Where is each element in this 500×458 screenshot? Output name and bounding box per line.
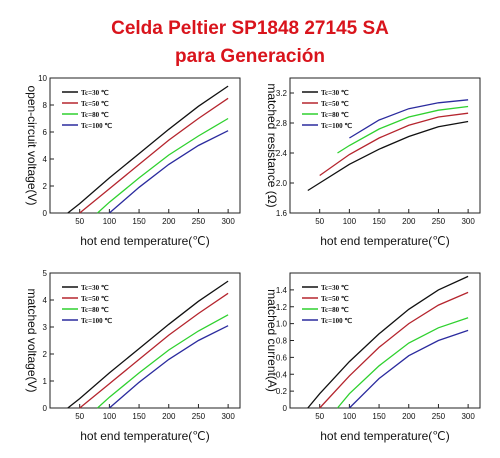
x-tick-label: 150 bbox=[372, 412, 386, 421]
x-tick-label: 250 bbox=[192, 217, 206, 226]
series-line-2 bbox=[319, 291, 469, 409]
legend-label: Tc=50 ℃ bbox=[81, 295, 109, 303]
y-tick-label: 4 bbox=[43, 296, 48, 305]
x-axis-label: hot end temperature(℃) bbox=[320, 429, 450, 443]
x-tick-label: 50 bbox=[315, 217, 324, 226]
y-tick-label: 3 bbox=[43, 323, 48, 332]
y-tick-label: 3.2 bbox=[276, 89, 288, 98]
legend-label: Tc=100 ℃ bbox=[81, 122, 112, 130]
y-axis-label: matched current(A) bbox=[265, 289, 279, 392]
y-tick-label: 0 bbox=[43, 209, 48, 218]
series-line-2 bbox=[79, 97, 229, 214]
y-tick-label: 2 bbox=[43, 182, 48, 191]
y-tick-label: 10 bbox=[38, 74, 47, 83]
series-line-3 bbox=[337, 105, 469, 154]
y-tick-label: 1.0 bbox=[276, 320, 288, 329]
legend-label: Tc=30 ℃ bbox=[81, 89, 109, 97]
x-tick-label: 150 bbox=[132, 412, 146, 421]
y-axis-label: matched resistance (Ω) bbox=[265, 83, 279, 207]
series-line-2 bbox=[319, 112, 469, 177]
y-tick-label: 0.2 bbox=[276, 387, 288, 396]
x-tick-label: 50 bbox=[75, 217, 84, 226]
series-line-1 bbox=[67, 85, 229, 214]
y-tick-label: 6 bbox=[43, 128, 48, 137]
series-line-4 bbox=[108, 325, 229, 409]
x-tick-label: 50 bbox=[75, 412, 84, 421]
legend-label: Tc=100 ℃ bbox=[81, 317, 112, 325]
y-tick-label: 4 bbox=[43, 155, 48, 164]
legend-label: Tc=50 ℃ bbox=[321, 295, 349, 303]
y-tick-label: 1 bbox=[43, 377, 48, 386]
x-tick-label: 200 bbox=[402, 217, 416, 226]
series-line-4 bbox=[348, 329, 469, 409]
series-line-3 bbox=[97, 314, 229, 409]
x-tick-label: 300 bbox=[221, 217, 235, 226]
legend-label: Tc=80 ℃ bbox=[321, 111, 349, 119]
y-tick-label: 8 bbox=[43, 101, 48, 110]
chart-open-circuit-voltage: 50 100 150 200 250 300 0 2 4 6 8 10 Tc=30 ℃ Tc=50 ℃ Tc… bbox=[25, 74, 241, 248]
x-axis-label: hot end temperature(℃) bbox=[80, 429, 210, 443]
y-tick-label: 0.4 bbox=[276, 370, 288, 379]
x-tick-label: 100 bbox=[343, 217, 357, 226]
series-line-4 bbox=[108, 130, 229, 214]
legend-label: Tc=30 ℃ bbox=[321, 89, 349, 97]
y-tick-label: 5 bbox=[43, 269, 48, 278]
x-tick-label: 300 bbox=[461, 217, 475, 226]
y-tick-label: 0.8 bbox=[276, 337, 288, 346]
series-line-3 bbox=[97, 117, 229, 214]
chart-matched-current: 50 100 150 200 250 300 0 0.2 0.4 0.6 0.8 1.0 1.2 1.4 T… bbox=[265, 272, 481, 443]
x-axis-label: hot end temperature(℃) bbox=[320, 234, 450, 248]
y-tick-label: 2 bbox=[43, 350, 48, 359]
y-axis-label: matched voltage(V) bbox=[25, 288, 39, 392]
x-tick-label: 300 bbox=[221, 412, 235, 421]
x-tick-label: 100 bbox=[343, 412, 357, 421]
series-line-2 bbox=[79, 292, 229, 409]
legend-label: Tc=100 ℃ bbox=[321, 317, 352, 325]
series-line-1 bbox=[307, 120, 469, 192]
x-tick-label: 50 bbox=[315, 412, 324, 421]
legend-label: Tc=80 ℃ bbox=[81, 111, 109, 119]
plot-frame bbox=[49, 272, 241, 409]
y-tick-label: 0 bbox=[43, 404, 48, 413]
page-subtitle: para Generación bbox=[175, 46, 325, 67]
y-axis-label: open-circuit voltage(V) bbox=[25, 85, 39, 205]
series-line-1 bbox=[67, 280, 229, 409]
chart-matched-resistance: 50 100 150 200 250 300 1.6 2.0 2.4 2.8 3.2 Tc=30 ℃ T… bbox=[265, 77, 481, 248]
series-line-1 bbox=[307, 275, 469, 409]
legend-label: Tc=100 ℃ bbox=[321, 122, 352, 130]
y-tick-label: 1.2 bbox=[276, 303, 288, 312]
plot-frame bbox=[289, 272, 481, 409]
legend-label: Tc=30 ℃ bbox=[321, 284, 349, 292]
legend-label: Tc=30 ℃ bbox=[81, 284, 109, 292]
x-tick-label: 200 bbox=[162, 412, 176, 421]
x-tick-label: 150 bbox=[372, 217, 386, 226]
y-tick-label: 2.8 bbox=[276, 119, 288, 128]
legend-label: Tc=50 ℃ bbox=[321, 100, 349, 108]
page-title: Celda Peltier SP1848 27145 SA bbox=[111, 18, 389, 39]
series-line-3 bbox=[337, 317, 469, 409]
legend-label: Tc=80 ℃ bbox=[81, 306, 109, 314]
chart-matched-voltage: 50 100 150 200 250 300 0 1 2 3 4 5 Tc=30 ℃ Tc=50 ℃ Tc=… bbox=[25, 269, 241, 443]
legend-label: Tc=80 ℃ bbox=[321, 306, 349, 314]
x-axis-label: hot end temperature(℃) bbox=[80, 234, 210, 248]
x-tick-label: 150 bbox=[132, 217, 146, 226]
x-tick-label: 300 bbox=[461, 412, 475, 421]
x-tick-label: 100 bbox=[103, 412, 117, 421]
x-tick-label: 100 bbox=[103, 217, 117, 226]
x-tick-label: 200 bbox=[402, 412, 416, 421]
series-line-4 bbox=[349, 99, 469, 139]
x-tick-label: 250 bbox=[192, 412, 206, 421]
y-tick-label: 1.4 bbox=[276, 286, 288, 295]
plot-frame bbox=[49, 77, 241, 214]
plot-frame bbox=[289, 77, 481, 214]
x-tick-label: 200 bbox=[162, 217, 176, 226]
x-tick-label: 250 bbox=[432, 412, 446, 421]
legend-label: Tc=50 ℃ bbox=[81, 100, 109, 108]
y-tick-label: 1.6 bbox=[276, 209, 288, 218]
x-tick-label: 250 bbox=[432, 217, 446, 226]
y-tick-label: 0 bbox=[283, 404, 288, 413]
y-tick-label: 0.6 bbox=[276, 353, 288, 362]
y-tick-label: 2.0 bbox=[276, 179, 288, 188]
y-tick-label: 2.4 bbox=[276, 149, 288, 158]
